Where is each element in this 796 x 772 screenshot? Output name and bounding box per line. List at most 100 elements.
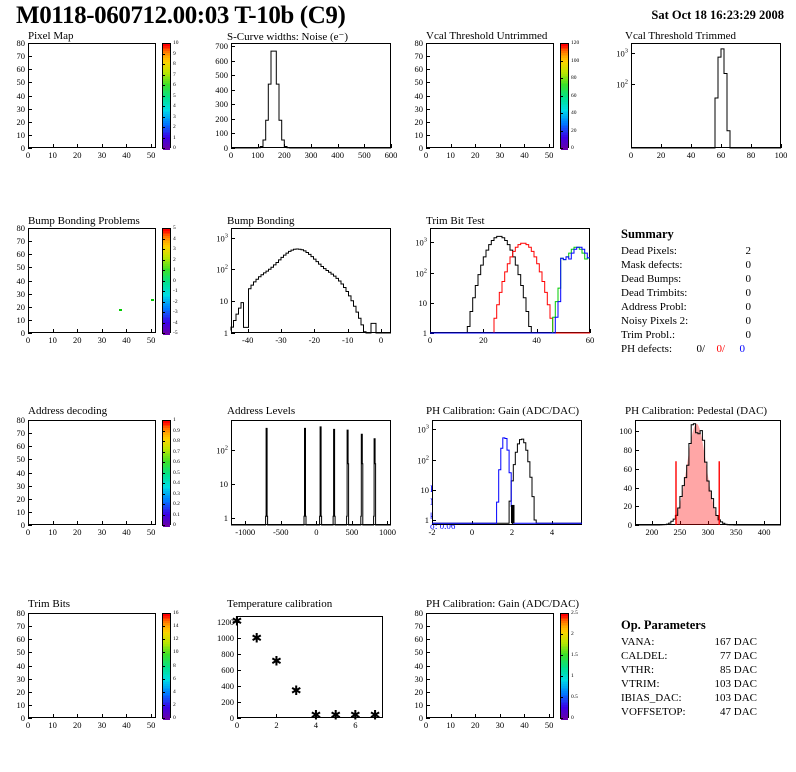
y-tick	[28, 95, 32, 97]
plot-frame	[28, 43, 156, 148]
y-tick-label: 103	[417, 423, 429, 435]
x-tick	[126, 144, 128, 148]
y-tick	[28, 639, 32, 641]
summary-row-label: Dead Pixels:	[621, 245, 677, 257]
y-tick-label: 0	[20, 520, 25, 530]
y-tick-label: 100	[215, 128, 228, 139]
colorbar-tick	[560, 60, 563, 62]
y-tick	[28, 82, 32, 84]
y-tick	[426, 691, 430, 693]
y-tick	[426, 95, 430, 97]
panel-op-parameters: Op. Parameters VANA: 167 DAC CALDEL: 77 DAC…	[601, 598, 796, 738]
y-tick	[231, 483, 235, 485]
y-tick-label: 50	[16, 262, 26, 273]
plot-curve	[231, 426, 391, 526]
x-tick	[101, 329, 103, 333]
y-tick	[426, 43, 430, 44]
y-tick-label: 400	[215, 84, 228, 95]
y-tick	[28, 43, 32, 44]
colorbar-label: 0	[571, 145, 574, 151]
y-tick-label: 103	[216, 232, 228, 243]
x-tick-label: 30	[495, 720, 505, 730]
colorbar-tick	[162, 291, 165, 292]
y-tick	[231, 104, 235, 106]
colorbar-label: 2	[173, 124, 176, 130]
op-row-value: 103 DAC	[714, 678, 757, 690]
colorbar	[162, 228, 171, 335]
colorbar-label: 80	[571, 75, 577, 81]
y-tick	[231, 118, 235, 120]
panel-summary: Summary Dead Pixels: 2 Mask defects: 0 Dead …	[601, 215, 796, 355]
colorbar-tick	[162, 652, 165, 654]
colorbar-label: 1	[571, 673, 574, 679]
x-tick-label: 500	[357, 150, 371, 160]
y-tick-label: 10	[418, 297, 428, 308]
colorbar-tick	[560, 634, 563, 635]
y-tick-label: 50	[414, 647, 424, 658]
plot-frame	[631, 43, 781, 148]
y-tick-label: 0	[229, 713, 234, 723]
data-point-marker: ✱	[271, 653, 282, 668]
y-tick-label: 70	[16, 621, 26, 632]
y-tick-label: 10	[16, 314, 26, 325]
op-row-value: 85 DAC	[720, 664, 757, 676]
x-tick	[52, 714, 54, 718]
colorbar-tick	[162, 106, 165, 107]
x-tick-label: -2	[428, 527, 436, 537]
op-row-label: IBIAS_DAC:	[621, 692, 682, 704]
y-tick	[231, 237, 235, 239]
x-tick-label: 40	[520, 720, 529, 730]
y-tick	[28, 652, 32, 654]
colorbar-label: 0.7	[173, 448, 180, 455]
y-tick-label: 0	[20, 328, 25, 338]
y-tick	[430, 242, 434, 244]
colorbar-label: 4	[173, 235, 176, 242]
x-tick-label: 20	[470, 150, 480, 160]
panel-title: Address Levels	[227, 405, 296, 417]
x-tick-label: -20	[308, 335, 320, 345]
y-tick	[28, 433, 32, 435]
colorbar-tick	[162, 312, 165, 313]
y-tick-label: 80	[16, 223, 26, 233]
y-tick-label: 1	[223, 512, 228, 523]
op-parameters-title: Op. Parameters	[621, 618, 706, 632]
colorbar-label: 14	[173, 623, 179, 630]
y-tick	[231, 89, 235, 91]
x-tick	[52, 521, 54, 525]
colorbar-label: 0	[173, 145, 176, 151]
y-tick	[28, 306, 32, 308]
x-tick	[450, 714, 452, 718]
plot-frame	[231, 228, 391, 333]
y-tick	[426, 69, 430, 71]
x-tick	[536, 329, 538, 333]
summary-row-label: Dead Trimbits:	[621, 287, 688, 299]
colorbar-label: 6	[173, 675, 176, 682]
y-tick	[28, 718, 32, 719]
data-point-marker: ✱	[232, 614, 243, 629]
y-tick-label: 102	[216, 444, 228, 456]
op-row-value: 47 DAC	[720, 706, 757, 718]
y-tick	[28, 241, 32, 243]
panel-title: Temperature calibration	[227, 598, 333, 610]
x-tick-label: 2	[274, 720, 279, 730]
x-tick-label: 60	[585, 335, 595, 345]
y-tick-label: 103	[415, 236, 427, 248]
x-tick-label: 80	[746, 150, 756, 160]
y-tick-label: 10	[219, 478, 229, 489]
y-tick-label: 70	[414, 621, 424, 632]
colorbar-tick	[162, 228, 165, 229]
colorbar-label: 0.5	[173, 469, 180, 476]
y-tick-label: 10	[219, 296, 229, 307]
y-tick-label: 20	[16, 686, 26, 697]
ph-defects-black: 0/	[696, 343, 705, 355]
colorbar-tick	[162, 148, 165, 149]
colorbar-tick	[162, 691, 165, 693]
x-tick-label: 20	[72, 720, 82, 730]
y-tick	[28, 267, 32, 269]
x-tick-label: 50	[544, 150, 554, 160]
x-tick	[280, 521, 282, 525]
y-tick	[28, 665, 32, 667]
y-tick	[28, 446, 32, 448]
y-tick	[28, 626, 32, 628]
x-tick	[28, 521, 29, 525]
